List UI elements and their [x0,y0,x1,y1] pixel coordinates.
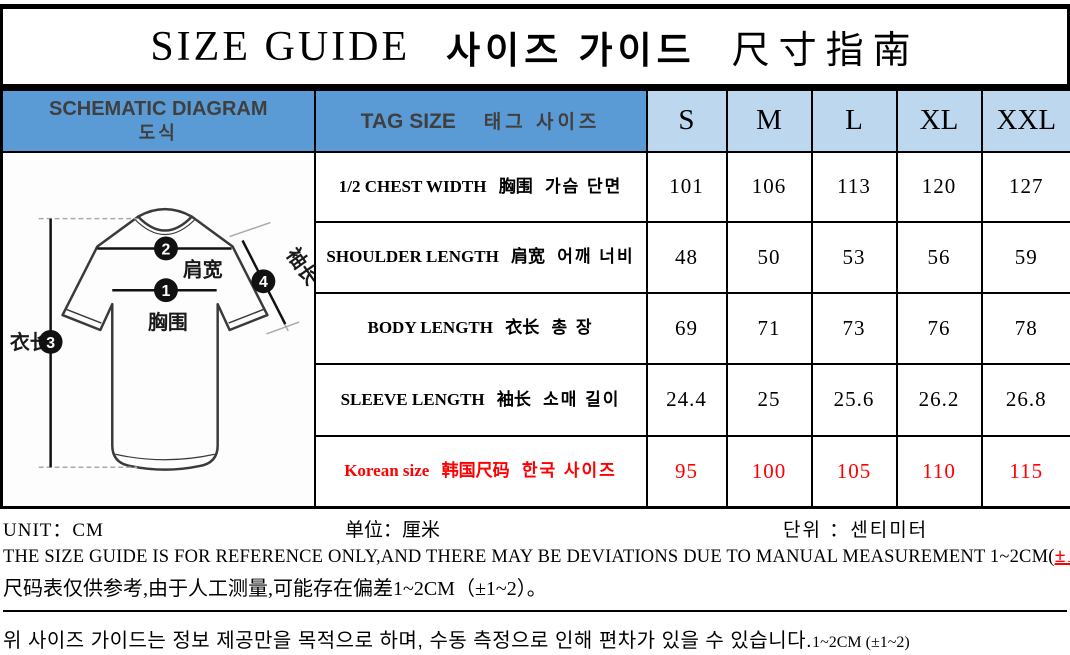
unit-line: UNIT：CM 单位：厘米 단위 ：센티미터 [3,515,1067,543]
chest-value-l: 113 [812,152,897,223]
size-column-xxl: XXL [982,90,1070,152]
sleeve-value-l: 25.6 [812,364,897,437]
row-label-zh: 衣长 [505,318,539,337]
shoulder-value-xxl: 59 [982,222,1070,293]
body-value-xxl: 78 [982,293,1070,364]
size-guide-table: SCHEMATIC DIAGRAM 도식 TAG SIZE 태그 사이즈 S M… [0,88,1070,509]
chest-label: 胸围 [148,310,188,333]
disclaimer-chinese: 尺码表仅供参考,由于人工测量,可能存在偏差1~2CM（±1~2）。 [3,572,1067,601]
table-row: 衣长 3 2 肩宽 1 胸围 4 袖长 1/ [2,152,1070,223]
footer-notes: UNIT：CM 单位：厘米 단위 ：센티미터 THE SIZE GUIDE IS… [3,515,1067,653]
tag-size-header-ko: 태그 사이즈 [484,112,601,133]
row-label-sleeve: SLEEVE LENGTH 袖长 소매 길이 [315,364,647,437]
row-label-zh: 肩宽 [511,247,545,266]
disclaimer-tolerance-red: ±1~2 [1055,545,1070,567]
korean-size-value-l: 105 [812,436,897,507]
shoulder-value-s: 48 [647,222,727,293]
row-label-shoulder: SHOULDER LENGTH 肩宽 어깨 너비 [315,222,647,293]
korean-size-value-m: 100 [727,436,812,507]
size-column-s: S [647,90,727,152]
size-column-xl: XL [897,90,982,152]
unit-chinese: 单位：厘米 [345,515,440,542]
title-chinese: 尺寸指南 [732,19,920,74]
marker-1: 1 [162,283,171,300]
disclaimer-korean-text: 위 사이즈 가이드는 정보 제공만을 목적으로 하며, 수동 측정으로 인해 편… [3,630,812,652]
tag-size-header: TAG SIZE 태그 사이즈 [315,90,647,152]
table-header-row: SCHEMATIC DIAGRAM 도식 TAG SIZE 태그 사이즈 S M… [2,90,1070,152]
row-label-korean-size: Korean size 韩国尺码 한국 사이즈 [315,436,647,507]
footer-divider [3,610,1067,612]
schematic-header-en: SCHEMATIC DIAGRAM [5,96,312,122]
disclaimer-english: THE SIZE GUIDE IS FOR REFERENCE ONLY,AND… [3,545,1067,568]
row-label-body: BODY LENGTH 衣长 총 장 [315,293,647,364]
row-label-en: SHOULDER LENGTH [326,247,498,266]
row-label-chest: 1/2 CHEST WIDTH 胸围 가슴 단면 [315,152,647,223]
sleeve-value-s: 24.4 [647,364,727,437]
row-label-zh: 韩国尺码 [442,461,510,480]
size-column-m: M [727,90,812,152]
size-guide-title-bar: SIZE GUIDE 사이즈 가이드 尺寸指南 [0,4,1070,88]
chest-value-m: 106 [727,152,812,223]
row-label-en: 1/2 CHEST WIDTH [339,177,487,196]
body-value-m: 71 [727,293,812,364]
sleeve-label: 袖长 [281,243,314,289]
unit-english: UNIT：CM [3,515,104,542]
size-column-l: L [812,90,897,152]
chest-value-s: 101 [647,152,727,223]
body-value-s: 69 [647,293,727,364]
korean-size-value-s: 95 [647,436,727,507]
title-english: SIZE GUIDE [150,23,410,71]
schematic-header-ko: 도식 [5,122,312,145]
shoulder-value-m: 50 [727,222,812,293]
shoulder-label: 肩宽 [183,258,223,281]
row-label-en: Korean size [344,461,429,480]
row-label-ko: 한국 사이즈 [522,461,617,480]
row-label-ko: 가슴 단면 [545,177,622,196]
chest-value-xxl: 127 [982,152,1070,223]
row-label-ko: 어깨 너비 [557,247,634,266]
sleeve-value-xxl: 26.8 [982,364,1070,437]
schematic-diagram: 衣长 3 2 肩宽 1 胸围 4 袖长 [2,152,315,508]
row-label-en: SLEEVE LENGTH [341,390,485,409]
tag-size-header-en: TAG SIZE [361,110,456,133]
korean-size-value-xxl: 115 [982,436,1070,507]
row-label-zh: 袖长 [497,390,531,409]
shoulder-value-l: 53 [812,222,897,293]
sleeve-value-xl: 26.2 [897,364,982,437]
marker-3: 3 [46,334,55,351]
tshirt-diagram: 衣长 3 2 肩宽 1 胸围 4 袖长 [5,153,314,501]
body-value-l: 73 [812,293,897,364]
disclaimer-english-text: THE SIZE GUIDE IS FOR REFERENCE ONLY,AND… [3,547,1055,567]
unit-korean: 단위 ：센티미터 [783,515,928,542]
disclaimer-korean-tolerance: 1~2CM (±1~2) [812,634,910,651]
korean-size-value-xl: 110 [897,436,982,507]
title-korean: 사이즈 가이드 [446,20,696,74]
disclaimer-korean: 위 사이즈 가이드는 정보 제공만을 목적으로 하며, 수동 측정으로 인해 편… [3,624,1067,653]
row-label-ko: 총 장 [551,318,593,337]
sleeve-value-m: 25 [727,364,812,437]
body-value-xl: 76 [897,293,982,364]
shoulder-value-xl: 56 [897,222,982,293]
row-label-zh: 胸围 [499,177,533,196]
marker-2: 2 [162,241,171,258]
schematic-header: SCHEMATIC DIAGRAM 도식 [2,90,315,152]
row-label-ko: 소매 길이 [543,390,620,409]
row-label-en: BODY LENGTH [368,318,493,337]
chest-value-xl: 120 [897,152,982,223]
marker-4: 4 [259,274,268,291]
